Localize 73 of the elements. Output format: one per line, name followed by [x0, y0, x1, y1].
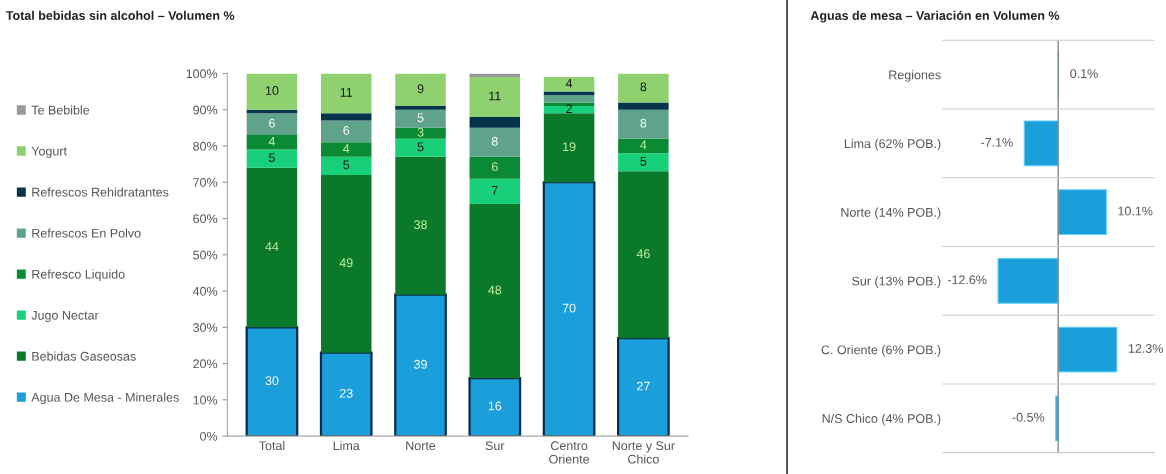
data-label: 6: [269, 118, 275, 128]
data-label: 48: [488, 285, 502, 295]
data-label: 5: [640, 156, 647, 166]
y-tick-label: C. Oriente (6% POB.): [821, 345, 941, 357]
data-label: -12.6%: [947, 275, 987, 285]
x-tick-label: Norte: [406, 441, 436, 451]
data-label: 4: [640, 140, 647, 150]
data-label: 0.1%: [1070, 69, 1098, 79]
y-tick-label: Sur (13% POB.): [852, 276, 941, 288]
legend-label: Agua De Mesa - Minerales: [31, 392, 179, 405]
y-tick-label: 80%: [193, 141, 218, 151]
data-label: 70: [562, 303, 576, 313]
data-label: 30: [265, 376, 279, 386]
legend-label: Refrescos En Polvo: [32, 228, 141, 238]
data-label: 5: [343, 160, 350, 170]
data-label: 11: [489, 91, 501, 101]
data-label: 38: [414, 220, 427, 230]
data-label: 12.3%: [1128, 344, 1163, 353]
legend-label: Yogurt: [31, 146, 67, 159]
data-label: 8: [491, 136, 498, 146]
data-label: 44: [265, 242, 279, 251]
data-label: 8: [640, 118, 647, 128]
y-tick-label: 90%: [193, 105, 218, 115]
y-tick-label: 70%: [193, 178, 218, 187]
data-label: 4: [565, 78, 573, 88]
y-tick-label: 10%: [193, 395, 218, 405]
data-label: 3: [417, 127, 424, 137]
data-label: 2: [566, 104, 572, 113]
text: Total bebidas sin alcohol – Volumen %: [5, 10, 235, 20]
data-label: -7.1%: [981, 137, 1013, 147]
data-label: 16: [488, 401, 502, 411]
y-tick-label: 0%: [200, 431, 218, 441]
data-label: 4: [343, 144, 350, 153]
x-tick-label: Sur: [485, 441, 505, 451]
data-label: 6: [343, 125, 350, 135]
legend-label: Te Bebible: [31, 105, 90, 115]
data-label: 5: [417, 142, 424, 152]
y-tick-label: 50%: [193, 250, 218, 260]
y-tick-label: Lima (62% POB.): [844, 138, 941, 151]
data-label: 27: [637, 381, 650, 391]
y-tick-label: Regiones: [889, 70, 941, 82]
y-tick-label: 100%: [186, 69, 218, 79]
data-label: 39: [414, 359, 427, 369]
data-label: 19: [563, 142, 576, 152]
data-label: -0.5%: [1012, 412, 1045, 422]
data-label: 5: [268, 153, 275, 163]
data-label: 23: [339, 388, 353, 398]
y-tick-label: 20%: [193, 359, 218, 369]
x-tick-label: Norte y Sur Chico: [612, 441, 675, 464]
y-tick-label: Norte (14% POB.): [841, 207, 941, 220]
data-label: 49: [339, 258, 353, 268]
y-tick-label: 40%: [192, 286, 218, 296]
data-label: 4: [268, 137, 276, 146]
x-tick-label: Total: [259, 440, 285, 451]
legend-label: Refresco Liquido: [32, 269, 125, 282]
chart-title: Aguas de mesa – Variación en Volumen %: [810, 10, 1060, 23]
legend-label: Bebidas Gaseosas: [32, 351, 136, 361]
y-tick-label: 30%: [193, 323, 218, 332]
data-label: 5: [417, 113, 424, 123]
legend-label: Jugo Nectar: [31, 310, 99, 323]
x-tick-label: Centro Oriente: [549, 441, 590, 464]
x-tick-label: Lima: [333, 440, 360, 451]
data-label: 8: [640, 82, 647, 92]
data-label: 7: [491, 185, 498, 195]
y-tick-label: 60%: [193, 214, 218, 224]
data-label: 46: [636, 249, 650, 259]
data-label: 6: [491, 162, 498, 172]
data-label: 11: [340, 88, 353, 97]
data-label: 9: [417, 84, 424, 94]
legend-label: Refrescos Rehidratantes: [32, 187, 169, 197]
y-tick-label: N/S Chico (4% POB.): [822, 413, 941, 426]
data-label: 10: [265, 86, 279, 95]
data-label: 10.1%: [1118, 206, 1153, 216]
